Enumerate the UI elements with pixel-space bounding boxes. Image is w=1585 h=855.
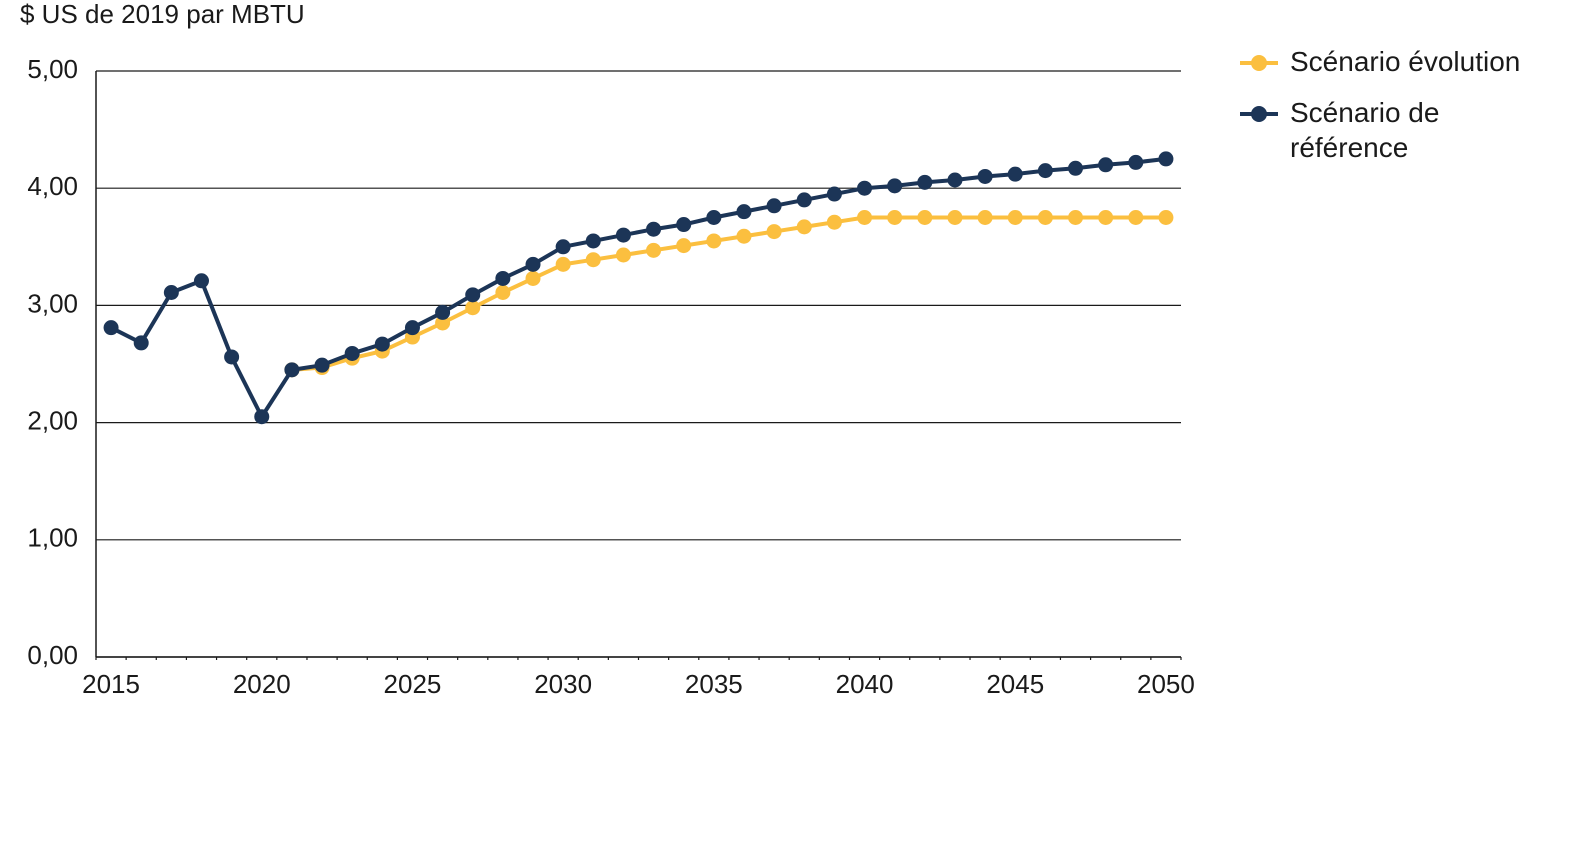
data-point [1037,163,1053,179]
data-point [585,233,601,249]
data-point [1128,210,1144,225]
data-point [314,357,330,373]
x-tick-label: 2045 [986,669,1044,699]
data-point [766,224,782,240]
y-tick-label: 2,00 [27,405,78,435]
data-point [555,239,571,255]
data-point [826,214,842,230]
data-point [1007,210,1023,225]
data-point [977,210,993,225]
data-point [1158,151,1174,167]
data-point [1068,210,1084,225]
legend-item: Scénario de référence [1240,95,1540,165]
data-point [736,228,752,244]
data-point [615,227,631,243]
data-point [344,345,360,361]
data-point [374,336,390,352]
data-point [1098,157,1114,173]
data-point [706,233,722,249]
data-point [133,335,149,351]
data-point [887,178,903,194]
data-point [676,238,692,254]
series-line [291,215,1166,372]
data-point [646,221,662,237]
data-point [465,287,481,303]
data-point [706,210,722,225]
data-point [224,349,240,365]
data-point [435,315,451,331]
x-tick-label: 2025 [384,669,442,699]
data-point [525,256,541,272]
data-point [615,247,631,263]
data-point [555,256,571,272]
data-point [1007,166,1023,182]
legend-marker [1251,55,1267,71]
legend-symbol [1240,106,1278,122]
data-point [163,285,179,301]
data-point [947,172,963,188]
data-point [193,273,209,289]
data-point [465,300,481,316]
x-tick-label: 2020 [233,669,291,699]
data-point [1128,154,1144,170]
y-axis-label: $ US de 2019 par MBTU [20,0,305,29]
legend-label: Scénario évolution [1290,46,1521,77]
data-point [435,304,451,320]
data-point [284,362,300,378]
data-point [1098,210,1114,225]
y-tick-label: 3,00 [27,288,78,318]
data-point [947,210,963,225]
legend-item: Scénario évolution [1240,44,1540,79]
data-point [796,219,812,235]
data-point [917,210,933,225]
data-point [887,210,903,225]
data-point [857,210,873,225]
data-point [766,198,782,214]
y-tick-label: 1,00 [27,523,78,553]
data-point [676,217,692,233]
data-point [917,174,933,190]
data-point [495,270,511,286]
data-point [103,320,119,336]
data-point [254,409,270,425]
legend-marker [1251,106,1267,122]
data-point [796,192,812,208]
data-point [977,168,993,184]
data-point [736,204,752,220]
data-point [495,285,511,301]
data-point [857,180,873,196]
data-point [646,242,662,258]
y-tick-label: 4,00 [27,171,78,201]
x-tick-label: 2035 [685,669,743,699]
data-point [826,186,842,202]
y-tick-label: 5,00 [27,54,78,84]
y-tick-label: 0,00 [27,640,78,670]
series-line [110,156,1167,419]
x-tick-label: 2030 [534,669,592,699]
data-point [404,320,420,336]
legend-label: Scénario de référence [1290,97,1440,163]
x-tick-label: 2040 [836,669,894,699]
data-point [1068,160,1084,176]
data-point [1037,210,1053,225]
x-tick-label: 2050 [1137,669,1195,699]
x-tick-label: 2015 [82,669,140,699]
data-point [525,270,541,286]
data-point [585,252,601,268]
data-point [1158,210,1174,225]
legend-symbol [1240,55,1278,71]
